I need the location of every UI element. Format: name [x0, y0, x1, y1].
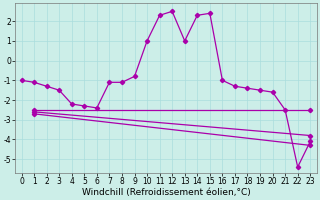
X-axis label: Windchill (Refroidissement éolien,°C): Windchill (Refroidissement éolien,°C): [82, 188, 250, 197]
